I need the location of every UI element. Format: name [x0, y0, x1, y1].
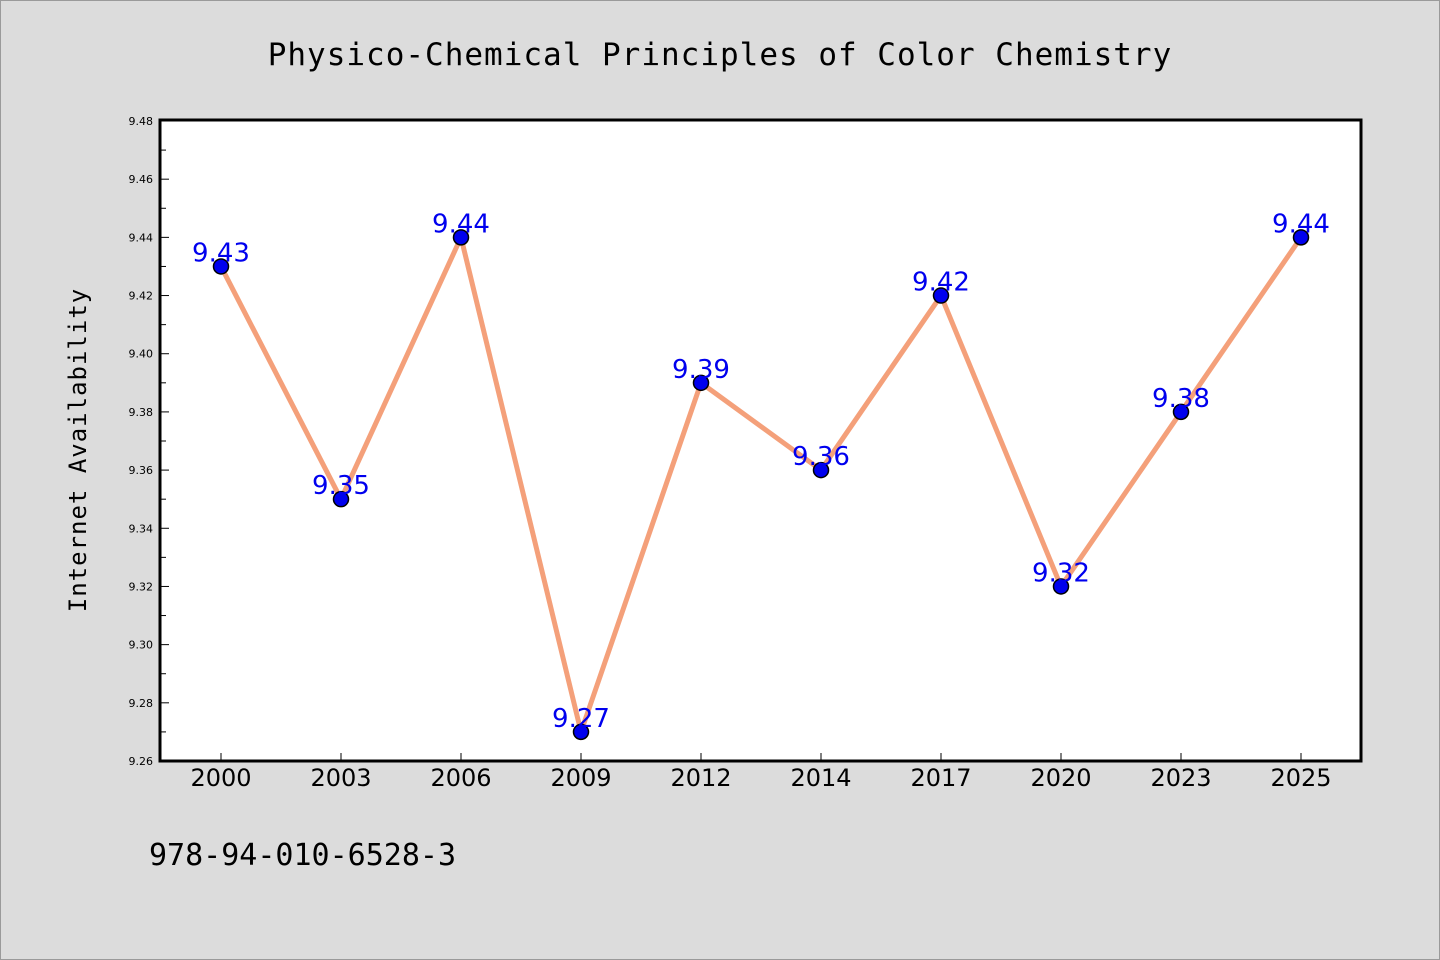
x-tick-label: 2020 [1030, 764, 1091, 792]
x-tick-label: 2000 [190, 764, 251, 792]
x-tick-label: 2012 [670, 764, 731, 792]
y-tick-label: 9.32 [129, 580, 154, 593]
data-label: 9.44 [432, 209, 490, 239]
plot-area [158, 118, 1363, 763]
data-labels: 9.43 9.35 9.44 9.27 9.39 9.36 9.42 9.32 9.38 9.44 [192, 209, 1330, 734]
data-label: 9.32 [1032, 558, 1090, 588]
data-label: 9.44 [1272, 209, 1330, 239]
y-tick-label: 9.36 [129, 464, 154, 477]
data-point [332, 490, 350, 508]
data-point [1292, 229, 1310, 246]
data-point [932, 287, 950, 304]
data-point [812, 461, 830, 479]
x-tick-label: 2025 [1270, 764, 1331, 792]
y-tick-label: 9.40 [129, 348, 154, 361]
y-tick-label: 9.42 [129, 290, 154, 303]
y-tick-label: 9.34 [129, 522, 154, 535]
data-label: 9.35 [312, 471, 370, 501]
x-tick-label: 2003 [310, 764, 371, 792]
x-tick-label: 2006 [430, 764, 491, 792]
y-tick-label: 9.30 [129, 639, 154, 652]
isbn-text: 978-94-010-6528-3 [149, 838, 456, 873]
y-tick-label: 9.48 [129, 115, 154, 128]
y-axis: 9.26 9.28 9.30 9.32 9.34 9.36 9.38 9.40 9.42 9.44… [129, 115, 169, 768]
data-point [692, 374, 710, 392]
series-line [218, 229, 1304, 741]
data-point [572, 723, 590, 741]
data-label: 9.36 [792, 442, 850, 472]
x-tick-label: 2014 [790, 764, 851, 792]
chart-title: Physico-Chemical Principles of Color Che… [268, 37, 1173, 73]
data-label: 9.27 [552, 704, 610, 734]
data-label: 9.39 [672, 355, 730, 385]
y-tick-label: 9.44 [129, 231, 154, 244]
x-tick-label: 2023 [1150, 764, 1211, 792]
data-label: 9.42 [912, 268, 970, 298]
series-group [212, 229, 1310, 741]
data-point [212, 258, 230, 275]
x-axis: 2000 2003 2006 2009 2012 2014 2017 2020 2023 2025 [190, 753, 1332, 792]
x-tick-label: 2017 [910, 764, 971, 792]
data-point [1172, 403, 1190, 421]
data-label: 9.38 [1152, 384, 1210, 414]
y-tick-label: 9.38 [129, 406, 154, 419]
data-point [452, 229, 470, 246]
y-tick-label: 9.46 [129, 173, 154, 186]
y-axis-label: Internet Availability [64, 288, 92, 612]
x-tick-label: 2009 [550, 764, 611, 792]
y-tick-label: 9.28 [129, 697, 154, 710]
data-label: 9.43 [192, 238, 250, 268]
data-point [1052, 578, 1070, 595]
y-tick-label: 9.26 [129, 755, 154, 768]
